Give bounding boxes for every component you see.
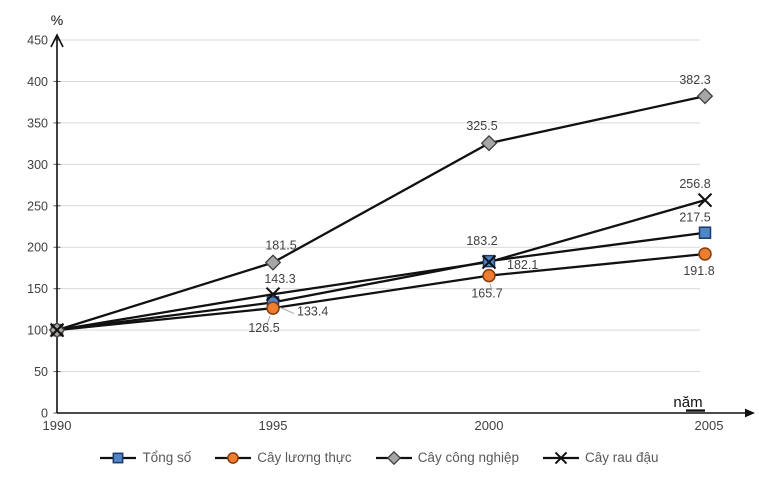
- y-tick-label: 100: [27, 324, 48, 338]
- data-labels: 133.4 183.2 217.5 126.5 165.7 191.8 181.5 325.5…: [248, 73, 714, 335]
- legend-marker-square: [100, 452, 137, 464]
- data-label: 126.5: [248, 321, 279, 335]
- data-label: 325.5: [466, 119, 497, 133]
- data-marker-x: [49, 322, 65, 338]
- data-marker-square: [698, 226, 712, 239]
- data-label: 256.8: [679, 177, 710, 191]
- data-marker-square: [113, 452, 124, 464]
- data-label: 165.7: [471, 287, 502, 301]
- data-label: 382.3: [679, 73, 710, 87]
- legend-marker-circle: [215, 452, 252, 464]
- legend-label: Tổng số: [142, 450, 192, 466]
- legend-item-x: Cây rau đậu: [543, 450, 659, 466]
- data-marker-x: [697, 192, 713, 208]
- data-marker-diamond: [480, 134, 498, 152]
- legend-label: Cây lương thực: [257, 450, 352, 466]
- chart-legend: Tổng số Cây lương thực Cây công nghiệp Cây …: [0, 446, 759, 470]
- legend-marker-diamond: [375, 450, 412, 466]
- data-marker-x: [554, 451, 568, 465]
- data-marker-circle: [698, 247, 712, 261]
- y-tick-label: 200: [27, 241, 48, 255]
- legend-label: Cây rau đậu: [585, 450, 659, 466]
- y-tick-label: 0: [41, 407, 48, 421]
- data-label: 181.5: [265, 239, 296, 253]
- x-tick-label: 2000: [475, 418, 504, 433]
- leader-lines: [266, 283, 493, 325]
- legend-item-diamond: Cây công nghiệp: [375, 450, 520, 466]
- x-tick-label: 1990: [43, 418, 72, 433]
- label-leader-line: [266, 315, 271, 325]
- data-markers: [48, 87, 714, 339]
- y-tick-label: 400: [27, 75, 48, 89]
- x-axis-unit-label: năm: [673, 394, 702, 411]
- data-label: 133.4: [297, 304, 328, 318]
- data-label: 183.2: [466, 234, 497, 248]
- data-marker-x: [481, 254, 497, 270]
- tick-labels: 0 50 100 150 200 250 300 350 400 450 1990 1995 2000 2…: [27, 34, 723, 434]
- data-marker-diamond: [264, 254, 282, 271]
- y-axis-unit-label: %: [51, 12, 63, 28]
- label-leader-line: [489, 283, 493, 291]
- series-line: [56, 94, 706, 332]
- x-tick-label: 1995: [259, 418, 288, 433]
- series-line: [56, 231, 706, 332]
- y-tick-label: 50: [34, 365, 48, 379]
- legend-item-circle: Cây lương thực: [215, 450, 352, 466]
- series-line: [56, 252, 706, 332]
- data-label: 143.3: [264, 272, 295, 286]
- y-tick-label: 450: [27, 34, 48, 48]
- y-tick-label: 250: [27, 199, 48, 213]
- data-marker-diamond: [696, 87, 714, 105]
- y-tick-label: 150: [27, 282, 48, 296]
- data-label: 217.5: [679, 211, 710, 225]
- legend-marker-x: [543, 451, 580, 465]
- legend-item-square: Tổng số: [100, 450, 191, 466]
- data-marker-circle: [482, 268, 496, 283]
- series-lines: [56, 94, 706, 332]
- data-label: 191.8: [683, 264, 714, 278]
- data-marker-diamond: [386, 450, 401, 466]
- data-marker-circle: [227, 452, 240, 464]
- y-axis-arrow: [50, 33, 64, 48]
- series-line: [56, 199, 706, 332]
- legend-label: Cây công nghiệp: [417, 450, 520, 466]
- x-axis-arrow: [745, 408, 755, 418]
- data-label: 182.1: [507, 258, 538, 272]
- x-tick-label: 2005: [695, 418, 724, 433]
- axes: [50, 33, 755, 418]
- data-marker-x: [265, 287, 281, 302]
- y-tick-label: 300: [27, 158, 48, 172]
- y-tick-label: 350: [27, 116, 48, 130]
- data-marker-circle: [266, 301, 280, 315]
- label-leader-line: [279, 306, 295, 314]
- gridlines: [57, 39, 700, 373]
